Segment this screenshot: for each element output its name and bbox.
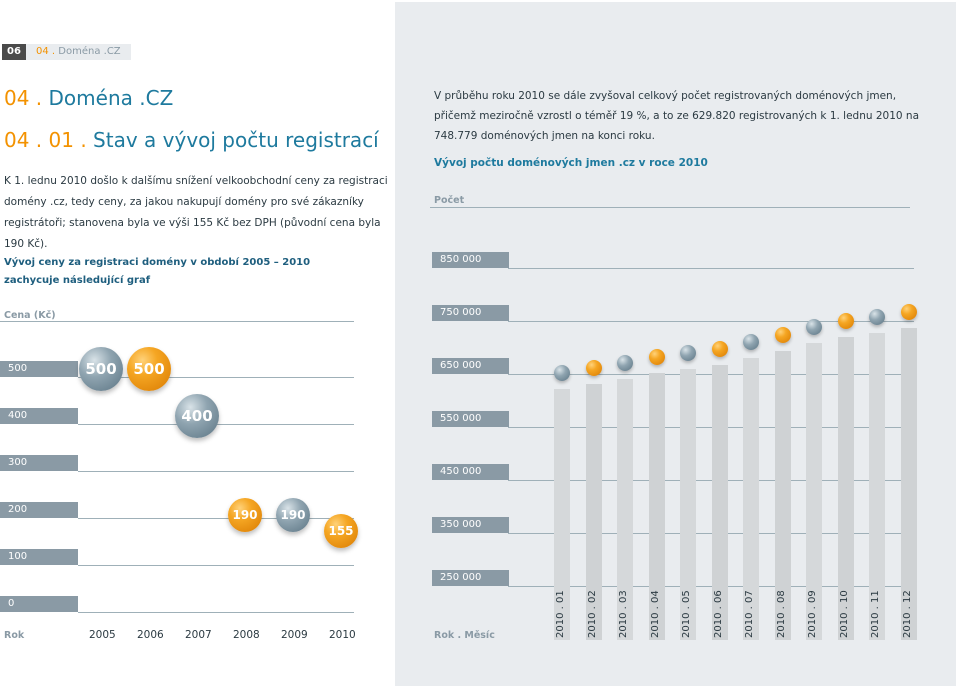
price-ball: 190	[228, 497, 262, 532]
count-bar	[680, 368, 696, 640]
price-gridline	[78, 612, 354, 613]
count-marker	[554, 364, 570, 381]
chapter-text: Doména .CZ	[48, 86, 174, 110]
count-bar	[585, 383, 602, 640]
price-gridline	[78, 377, 354, 378]
count-chart-ylabel: Počet	[434, 195, 465, 206]
count-gridline	[508, 586, 914, 587]
section-title: 04 . 01 . Stav a vývoj počtu registrací	[4, 128, 379, 152]
price-xtick-label: 2008	[233, 629, 260, 641]
count-bar	[900, 327, 917, 640]
count-bar	[806, 343, 822, 640]
count-chart-xlabel: Rok . Měsíc	[434, 630, 495, 641]
price-xtick-label: 2007	[185, 629, 212, 641]
price-ball: 190	[276, 497, 310, 532]
count-bar	[617, 379, 633, 640]
count-xtick-label: 2010 . 04	[649, 590, 661, 638]
count-ytick-label: 750 000	[432, 305, 509, 321]
price-ytick-label: 500	[0, 361, 78, 377]
price-xtick-label: 2005	[89, 629, 116, 641]
price-ball: 500	[79, 347, 123, 391]
section-text: Stav a vývoj počtu registrací	[93, 128, 379, 152]
count-xtick-label: 2010 . 10	[838, 590, 850, 638]
count-bar	[837, 337, 854, 640]
count-gridline	[508, 374, 914, 375]
section-tab[interactable]: 04 . Doména .CZ	[26, 44, 131, 60]
count-xtick-label: 2010 . 06	[712, 590, 724, 638]
count-bar	[743, 358, 759, 640]
count-marker	[680, 344, 696, 361]
count-ytick-label: 450 000	[432, 464, 509, 480]
count-ytick-label: 250 000	[432, 570, 509, 586]
count-ytick-label: 650 000	[432, 358, 509, 374]
count-xtick-label: 2010 . 11	[870, 590, 881, 638]
count-marker	[711, 340, 728, 357]
count-gridline	[508, 533, 914, 534]
price-ytick-label: 100	[0, 549, 78, 565]
price-gridline	[78, 565, 354, 566]
count-chart-title: Vývoj počtu doménových jmen .cz v roce 2…	[434, 157, 708, 169]
count-xtick-label: 2010 . 07	[744, 590, 755, 638]
chapter-number: 04 .	[4, 86, 43, 110]
count-marker	[900, 303, 917, 320]
count-marker	[743, 334, 759, 351]
count-bar	[554, 388, 570, 640]
count-xtick-label: 2010 . 12	[901, 590, 913, 638]
chapter-title: 04 . Doména .CZ	[4, 86, 173, 110]
section-tab-name: Doména .CZ	[58, 46, 121, 57]
count-bar	[869, 333, 885, 640]
count-marker	[617, 355, 633, 372]
count-xtick-label: 2010 . 02	[586, 590, 598, 638]
count-marker	[869, 309, 885, 326]
count-gridline	[508, 480, 914, 481]
intro-right-paragraph: V průběhu roku 2010 se dále zvyšoval cel…	[434, 90, 920, 142]
count-ytick-label: 850 000	[432, 252, 509, 268]
section-number: 04 . 01 .	[4, 128, 87, 152]
price-chart-xlabel: Rok	[4, 630, 25, 641]
count-marker	[648, 348, 665, 365]
count-bar	[774, 350, 791, 640]
count-gridline	[508, 427, 914, 428]
price-gridline	[78, 518, 354, 519]
price-ytick-label: 200	[0, 502, 78, 518]
price-chart-ylabel: Cena (Kč)	[4, 310, 56, 321]
price-chart-topline	[0, 321, 354, 322]
count-gridline	[508, 268, 914, 269]
count-xtick-label: 2010 . 05	[681, 590, 692, 638]
count-bar	[648, 372, 665, 640]
price-xtick-label: 2010	[329, 629, 356, 641]
price-ball: 400	[175, 394, 219, 438]
intro-left-paragraph: K 1. lednu 2010 došlo k dalšímu snížení …	[4, 175, 388, 250]
count-xtick-label: 2010 . 01	[555, 590, 566, 638]
page-number: 06	[2, 44, 26, 60]
count-xtick-label: 2010 . 03	[618, 590, 629, 638]
price-ytick-label: 300	[0, 455, 78, 471]
price-ball: 155	[324, 514, 358, 549]
section-tab-number: 04 .	[36, 46, 56, 57]
count-ytick-label: 350 000	[432, 517, 509, 533]
count-bar	[711, 364, 728, 640]
count-marker	[585, 359, 602, 376]
price-ytick-label: 0	[0, 596, 78, 612]
count-chart-topline	[430, 207, 910, 208]
count-marker	[837, 313, 854, 330]
price-chart-subtitle: Vývoj ceny za registraci domény v období…	[4, 257, 311, 286]
count-marker	[774, 326, 791, 343]
price-gridline	[78, 471, 354, 472]
count-xtick-label: 2010 . 09	[807, 590, 818, 638]
count-xtick-label: 2010 . 08	[775, 590, 787, 638]
price-xtick-label: 2009	[281, 629, 308, 641]
count-gridline	[508, 321, 914, 322]
count-marker	[806, 319, 822, 336]
price-ball: 500	[127, 347, 171, 391]
price-ytick-label: 400	[0, 408, 78, 424]
price-xtick-label: 2006	[137, 629, 164, 641]
count-ytick-label: 550 000	[432, 411, 509, 427]
